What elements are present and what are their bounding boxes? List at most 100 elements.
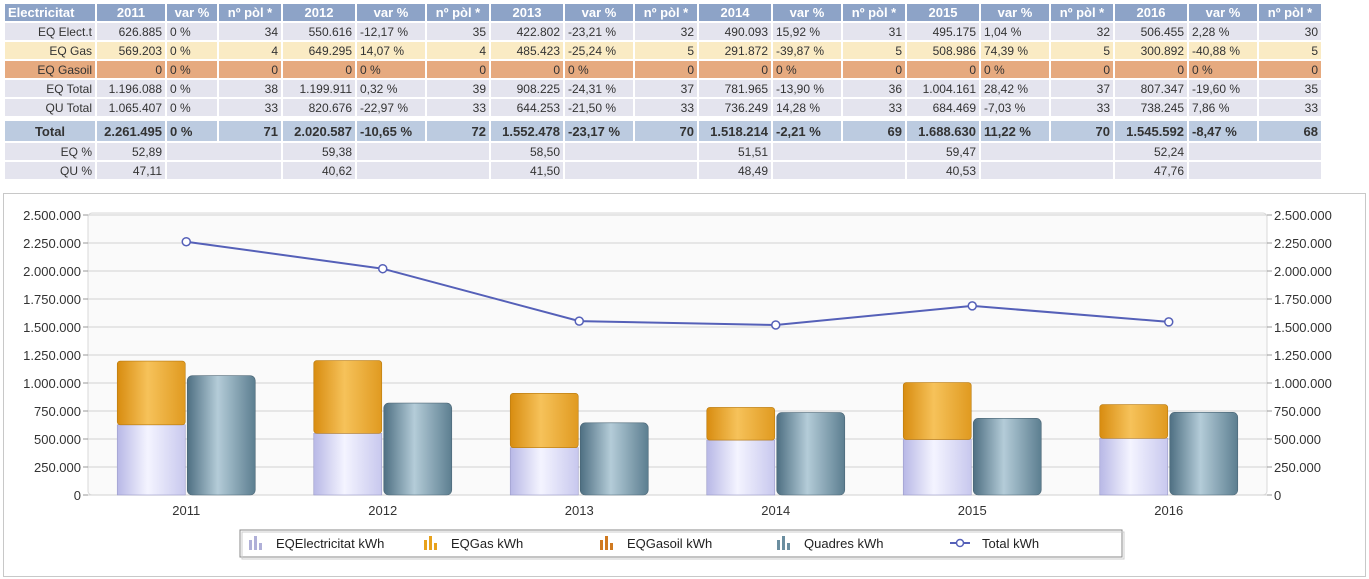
legend-bar-icon — [254, 536, 257, 550]
table-cell: 33 — [1259, 99, 1321, 116]
column-header: nº pòl * — [1051, 4, 1113, 21]
y-tick-label-right: 2.250.000 — [1274, 236, 1332, 251]
table-cell: 52,89 — [97, 143, 165, 160]
table-cell: -23,21 % — [565, 23, 633, 40]
table-cell: 0 — [491, 61, 563, 78]
table-cell: 0 % — [357, 61, 425, 78]
table-cell: 644.253 — [491, 99, 563, 116]
table-cell: 5 — [1259, 42, 1321, 59]
table-cell: 14,28 % — [773, 99, 841, 116]
table-cell: 1.518.214 — [699, 121, 771, 141]
table-cell: -23,17 % — [565, 121, 633, 141]
column-header: var % — [167, 4, 217, 21]
table-cell — [981, 143, 1113, 160]
bar-quadres — [1169, 412, 1239, 496]
y-tick-label-right: 750.000 — [1274, 404, 1321, 419]
table-cell: 0 % — [167, 121, 217, 141]
table-cell: 59,38 — [283, 143, 355, 160]
total-point — [181, 236, 191, 247]
y-tick-label-left: 2.000.000 — [23, 264, 81, 279]
column-header: 2011 — [97, 4, 165, 21]
table-cell: -21,50 % — [565, 99, 633, 116]
table-cell: 4 — [219, 42, 281, 59]
table-cell: 5 — [843, 42, 905, 59]
table-cell: 0 — [1051, 61, 1113, 78]
y-tick-label-right: 2.000.000 — [1274, 264, 1332, 279]
table-cell: 0 — [427, 61, 489, 78]
table-row: EQ Elect.t 626.885 0 % 34 550.616 -12,17 % 35 4… — [5, 23, 1321, 40]
table-cell: 71 — [219, 121, 281, 141]
table-cell: 0 % — [167, 61, 217, 78]
legend-marker-icon — [955, 538, 965, 548]
bar-eq-gas — [313, 360, 383, 434]
legend-bar-icon — [429, 536, 432, 550]
legend-bar-icon — [782, 536, 785, 550]
legend-bar-icon — [249, 540, 252, 550]
legend-item: Total kWh — [950, 536, 1039, 551]
table-cell: 1.552.478 — [491, 121, 563, 141]
legend-label: Total kWh — [982, 536, 1039, 551]
y-tick-label-right: 250.000 — [1274, 460, 1321, 475]
y-tick-label-right: 0 — [1274, 488, 1281, 503]
x-tick-label: 2016 — [1154, 503, 1183, 518]
table-cell — [167, 162, 281, 179]
bar-eq-gas — [509, 392, 579, 448]
bar-eq-gas — [1099, 404, 1169, 439]
table-cell: 1.688.630 — [907, 121, 979, 141]
legend-item: EQElectricitat kWh — [249, 536, 384, 551]
legend-box — [239, 529, 1123, 558]
energy-chart: 0 0 250.000 250.000 500.000 500.000 750.000 750… — [3, 193, 1366, 577]
total-point — [378, 263, 388, 274]
table-cell: 4 — [427, 42, 489, 59]
table-cell: 70 — [635, 121, 697, 141]
table-cell: 38 — [219, 80, 281, 97]
total-point — [574, 316, 584, 326]
table-cell: 35 — [427, 23, 489, 40]
table-cell: 1.196.088 — [97, 80, 165, 97]
bar-eq-gas — [706, 407, 776, 441]
table-row: EQ Total 1.196.088 0 % 38 1.199.911 0,32 % 39 9… — [5, 80, 1321, 97]
table-cell — [1189, 162, 1321, 179]
table-row: QU % 47,11 40,62 41,50 48,49 40,53 47,76 — [5, 162, 1321, 179]
bar-eq-gas — [902, 382, 972, 440]
legend: EQElectricitat kWh EQGas kWh EQGasoil kWh Q… — [239, 529, 1125, 560]
table-row: EQ % 52,89 59,38 58,50 51,51 59,47 52,24 — [5, 143, 1321, 160]
y-tick-label-right: 1.250.000 — [1274, 348, 1332, 363]
row-label: EQ % — [5, 143, 95, 160]
table-cell: 569.203 — [97, 42, 165, 59]
legend-bar-icon — [777, 540, 780, 550]
table-cell — [1189, 143, 1321, 160]
table-row: QU Total 1.065.407 0 % 33 820.676 -22,97 % 33 6… — [5, 99, 1321, 116]
legend-bar-icon — [424, 540, 427, 550]
table-cell: 34 — [219, 23, 281, 40]
chart-svg: 0 0 250.000 250.000 500.000 500.000 750.000 750… — [23, 208, 1332, 560]
table-cell: -25,24 % — [565, 42, 633, 59]
legend-shadow — [241, 531, 1125, 560]
y-tick-label-right: 1.750.000 — [1274, 292, 1332, 307]
legend-bar-icon — [787, 543, 790, 550]
table-cell: 0 % — [167, 99, 217, 116]
table-cell: 5 — [1051, 42, 1113, 59]
bar-eq-electricitat — [706, 439, 776, 496]
table-cell: 11,22 % — [981, 121, 1049, 141]
table-cell: 33 — [427, 99, 489, 116]
legend-label: Quadres kWh — [804, 536, 883, 551]
legend-bar-icon — [259, 543, 262, 550]
bar-eq-electricitat — [313, 433, 383, 496]
plot-area — [87, 212, 1268, 496]
table-cell: 52,24 — [1115, 143, 1187, 160]
bar-quadres — [776, 412, 846, 496]
total-line — [186, 240, 1169, 326]
table-cell: 2.020.587 — [283, 121, 355, 141]
table-cell — [357, 143, 489, 160]
y-tick-label-right: 2.500.000 — [1274, 208, 1332, 223]
y-tick-label-left: 0 — [74, 488, 81, 503]
table-cell: 300.892 — [1115, 42, 1187, 59]
bar-eq-electricitat — [509, 447, 579, 496]
table-cell: 684.469 — [907, 99, 979, 116]
table-cell: 41,50 — [491, 162, 563, 179]
table-cell: 0 — [97, 61, 165, 78]
table-cell: 37 — [635, 80, 697, 97]
bar-quadres — [972, 418, 1042, 496]
column-header: nº pòl * — [219, 4, 281, 21]
